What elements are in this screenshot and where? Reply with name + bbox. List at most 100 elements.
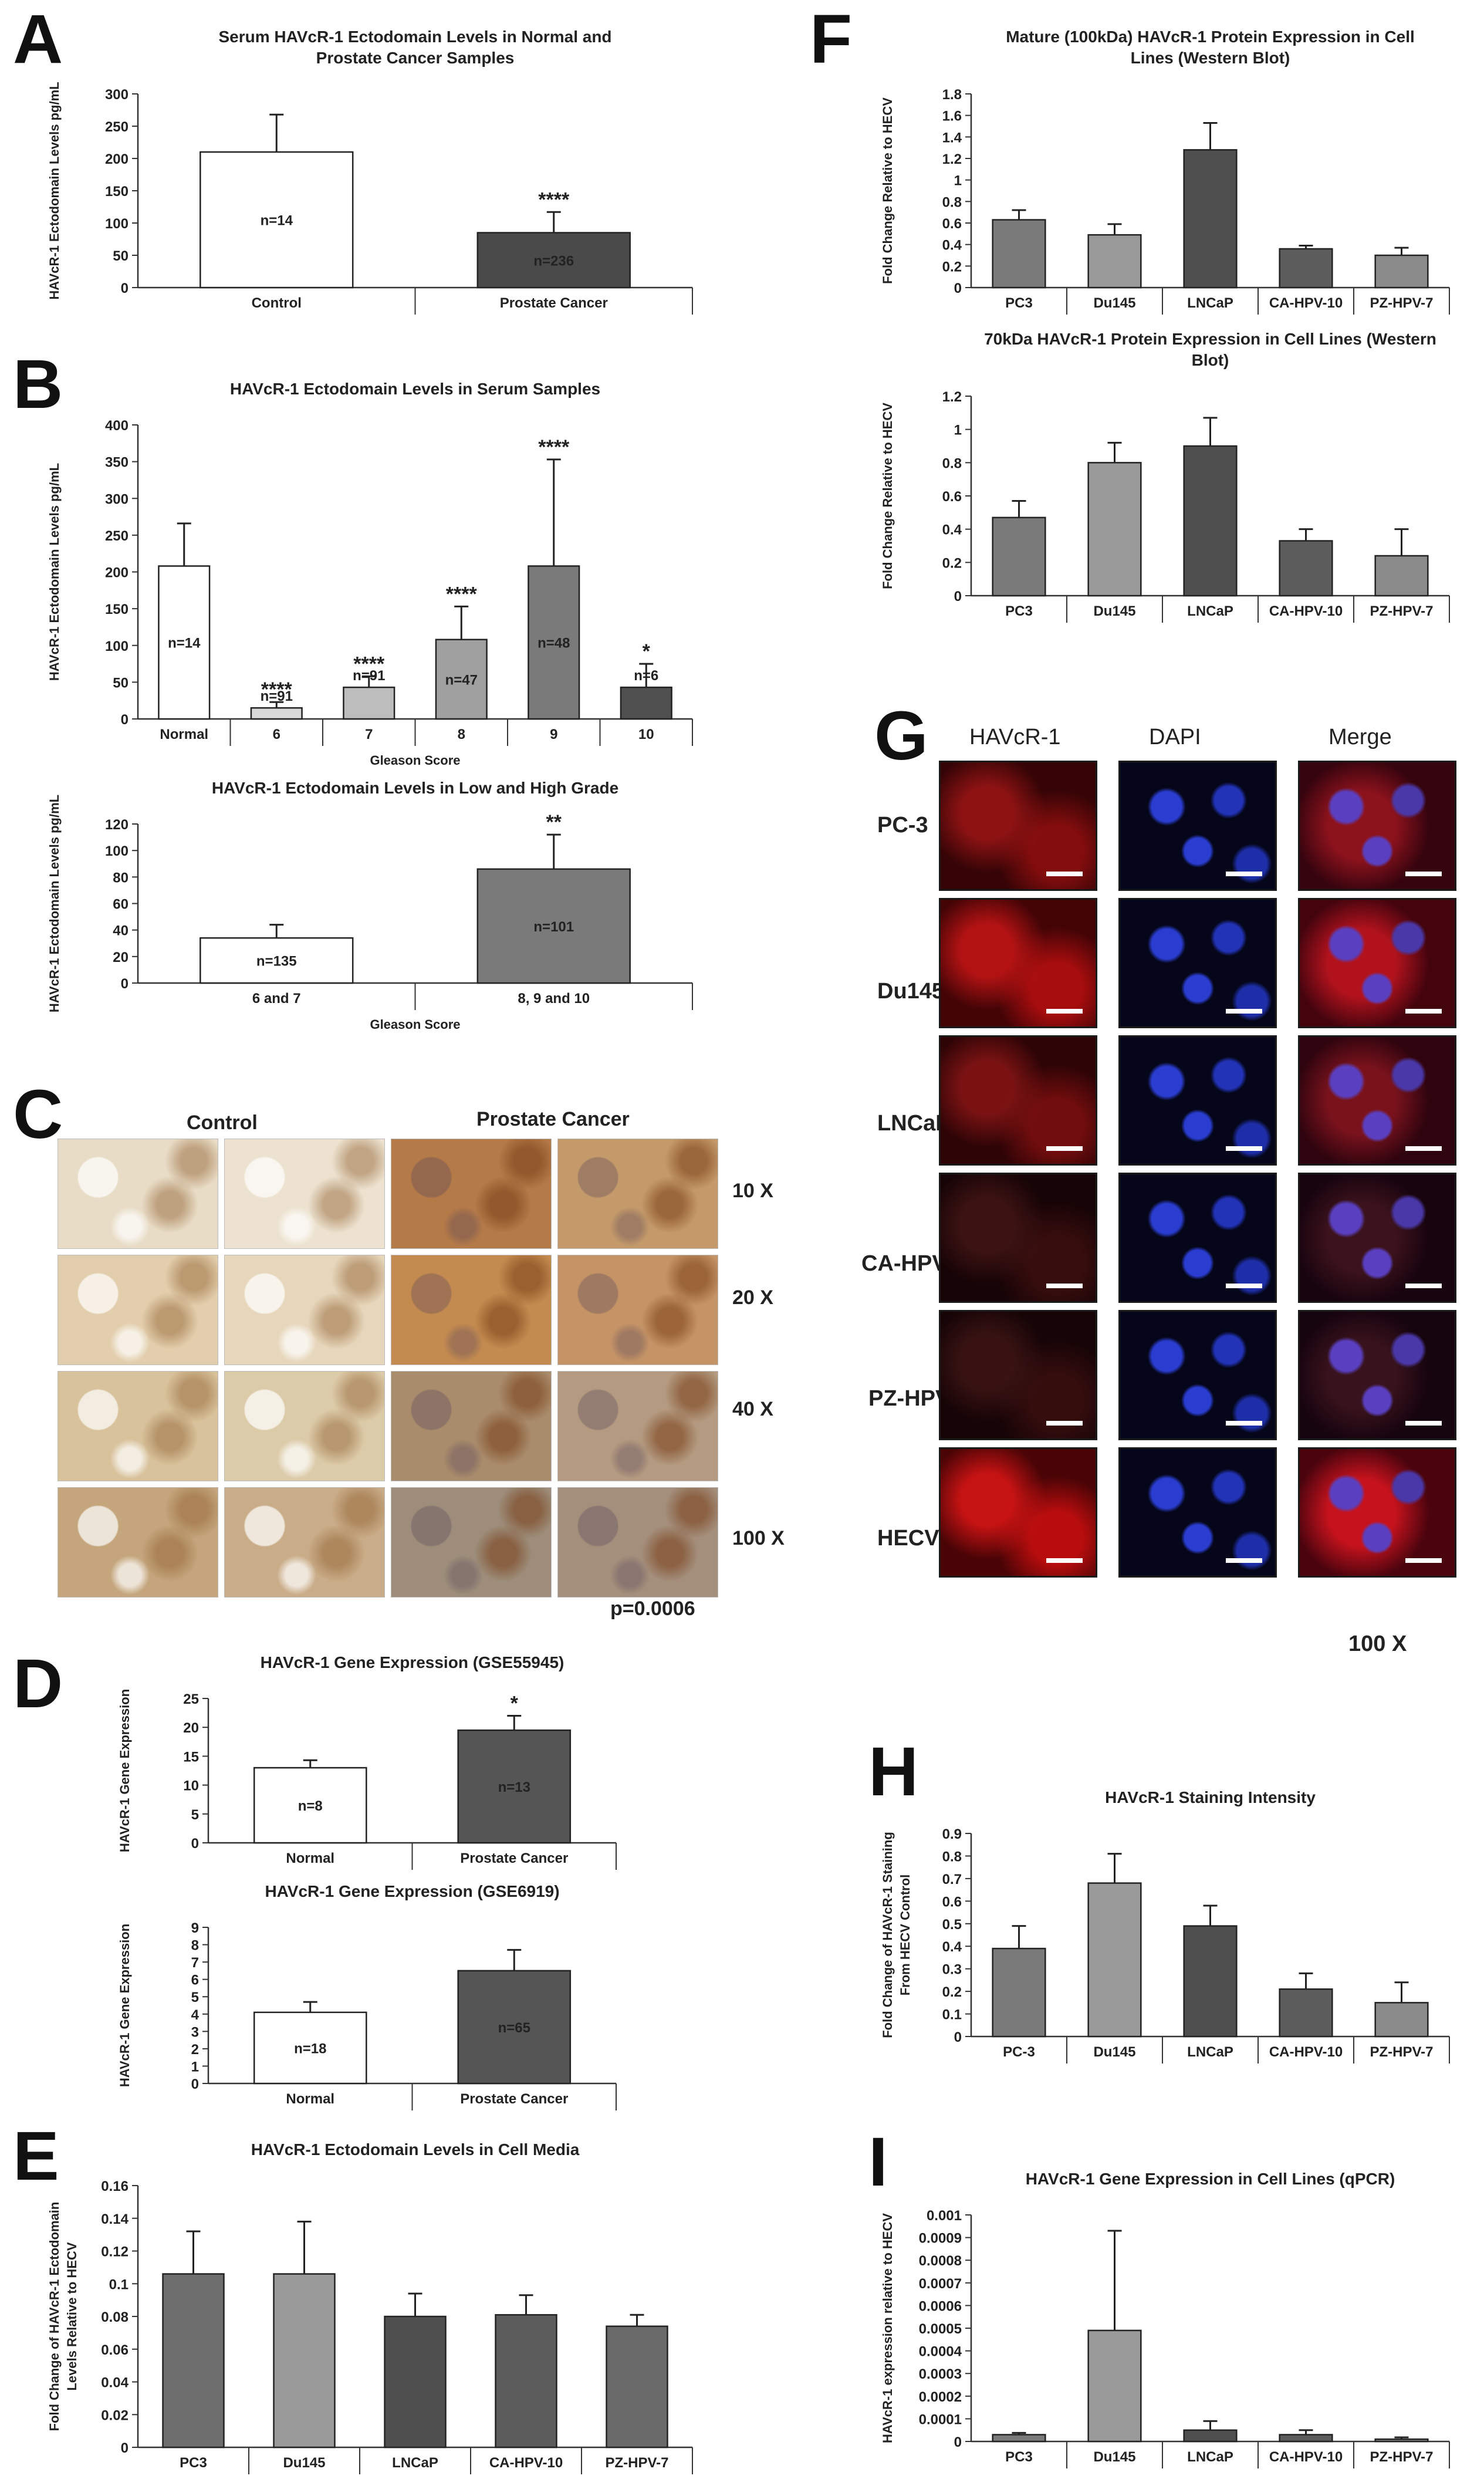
bar: [992, 1947, 1046, 2038]
y-tick-label: 5: [191, 1807, 199, 1823]
scale-bar: [1405, 1284, 1442, 1288]
y-tick-label: 0: [954, 2434, 962, 2450]
y-tick-label: 200: [105, 565, 129, 581]
y-axis-label: From HECV Control: [898, 1875, 912, 1996]
x-tick-label: PZ-HPV-7: [1370, 2044, 1433, 2060]
x-tick-label: Du145: [1093, 2044, 1135, 2060]
chart-title: HAVcR-1 Ectodomain Levels in Low and Hig…: [212, 779, 618, 797]
y-tick-label: 2: [191, 2042, 199, 2058]
ihc-micrograph-tile: [58, 1139, 218, 1249]
significance-marker: ****: [261, 678, 293, 701]
x-tick-label: Prostate Cancer: [500, 295, 608, 311]
chart-title: Serum HAVcR-1 Ectodomain Levels in Norma…: [218, 28, 611, 46]
bar: [1374, 254, 1429, 289]
panel-label-f: F: [810, 1, 853, 78]
y-tick-label: 0.1: [109, 2277, 129, 2292]
ihc-micrograph-tile: [391, 1371, 552, 1481]
bar: [457, 1970, 572, 2085]
chart-b-grade: HAVcR-1 Ectodomain Levels in Low and Hig…: [47, 779, 693, 1032]
y-tick-label: 0.7: [942, 1872, 962, 1887]
y-tick-label: 100: [105, 216, 129, 232]
chart-e: HAVcR-1 Ectodomain Levels in Cell Media F…: [47, 2140, 693, 2474]
x-tick-label: 7: [365, 727, 373, 742]
significance-marker: *: [511, 1693, 519, 1715]
y-tick-label: 0: [121, 976, 129, 992]
bar: [1374, 2438, 1429, 2443]
bar-n-label: n=91: [261, 688, 293, 704]
y-tick-label: 0.4: [942, 1939, 962, 1955]
panel-g-row-lncap: LNCaP: [877, 1111, 951, 1136]
panel-label-b: B: [13, 346, 63, 423]
bar: [1374, 555, 1429, 597]
x-tick-label: LNCaP: [1187, 2044, 1233, 2060]
panel-c-header-cancer: Prostate Cancer: [476, 1108, 630, 1130]
bar: [1087, 234, 1142, 289]
ihc-micrograph-tile: [557, 1255, 718, 1365]
y-tick-label: 50: [113, 248, 129, 264]
y-tick-label: 1.2: [942, 389, 962, 405]
x-tick-label: LNCaP: [392, 2455, 438, 2471]
scale-bar: [1405, 872, 1442, 876]
panel-c-pvalue: p=0.0006: [610, 1598, 695, 1620]
x-tick-label: PZ-HPV-7: [605, 2455, 668, 2471]
y-axis-label: Fold Change of HAVcR-1 Staining: [880, 1832, 895, 2038]
y-tick-label: 1: [191, 2059, 199, 2075]
bar-n-label: n=101: [533, 919, 574, 935]
y-tick-label: 0: [191, 2076, 199, 2092]
chart-title: Blot): [1192, 351, 1229, 369]
bar: [384, 2315, 447, 2449]
y-tick-label: 0: [121, 281, 129, 296]
bar: [1279, 1988, 1333, 2038]
panel-c-mag-10x: 10 X: [732, 1180, 773, 1202]
scale-bar: [1405, 1558, 1442, 1563]
y-tick-label: 0.0002: [919, 2389, 962, 2405]
y-tick-label: 0.2: [942, 1984, 962, 2000]
bar: [1279, 248, 1333, 289]
x-tick-label: PZ-HPV-7: [1370, 295, 1433, 311]
y-tick-label: 0.08: [101, 2309, 129, 2325]
fluorescence-tile: [1298, 1035, 1456, 1166]
y-tick-label: 40: [113, 923, 129, 939]
ihc-micrograph-tile: [58, 1255, 218, 1365]
panel-g-grid: [939, 761, 1461, 1578]
bar-n-label: n=65: [498, 2020, 530, 2036]
scale-bar: [1046, 1284, 1083, 1288]
chart-f-mature: Mature (100kDa) HAVcR-1 Protein Expressi…: [880, 28, 1450, 315]
y-axis-label: HAVcR-1 Ectodomain Levels pg/mL: [47, 795, 62, 1012]
y-tick-label: 0.0004: [919, 2344, 962, 2360]
y-axis-label: Fold Change Relative to HECV: [880, 403, 895, 589]
scale-bar: [1226, 1558, 1262, 1563]
y-tick-label: 0.02: [101, 2407, 129, 2423]
fluorescence-tile: [1298, 1447, 1456, 1578]
scale-bar: [1226, 872, 1262, 876]
ihc-micrograph-tile: [391, 1487, 552, 1598]
bar: [620, 686, 672, 720]
scale-bar: [1226, 1284, 1262, 1288]
panel-g-col-merge: Merge: [1328, 725, 1392, 749]
y-tick-label: 0.12: [101, 2244, 129, 2260]
ihc-micrograph-tile: [391, 1255, 552, 1365]
y-tick-label: 0: [954, 2029, 962, 2045]
scale-bar: [1226, 1146, 1262, 1151]
panel-g-row-du145: Du145: [877, 979, 945, 1004]
x-tick-label: Control: [252, 295, 302, 311]
x-tick-label: 6 and 7: [252, 991, 301, 1007]
bar: [253, 1767, 367, 1844]
x-tick-label: PC3: [1005, 2449, 1033, 2465]
y-tick-label: 0.4: [942, 238, 962, 254]
x-tick-label: Du145: [1093, 295, 1135, 311]
bar: [1374, 2002, 1429, 2038]
y-tick-label: 3: [191, 2024, 199, 2040]
y-axis-label: HAVcR-1 expression relative to HECV: [880, 2213, 895, 2443]
bar-n-label: n=91: [353, 668, 385, 684]
panel-g-magnification: 100 X: [1348, 1632, 1407, 1656]
x-axis-label: Gleason Score: [370, 1017, 460, 1032]
bar: [992, 2434, 1046, 2443]
y-tick-label: 1: [954, 173, 962, 189]
y-tick-label: 9: [191, 1920, 199, 1936]
bar: [253, 2011, 367, 2085]
bar-n-label: n=14: [168, 636, 201, 651]
x-tick-label: PC3: [1005, 295, 1033, 311]
panel-g-col-havcr1: HAVcR-1: [969, 725, 1061, 749]
x-tick-label: PZ-HPV-7: [1370, 603, 1433, 619]
